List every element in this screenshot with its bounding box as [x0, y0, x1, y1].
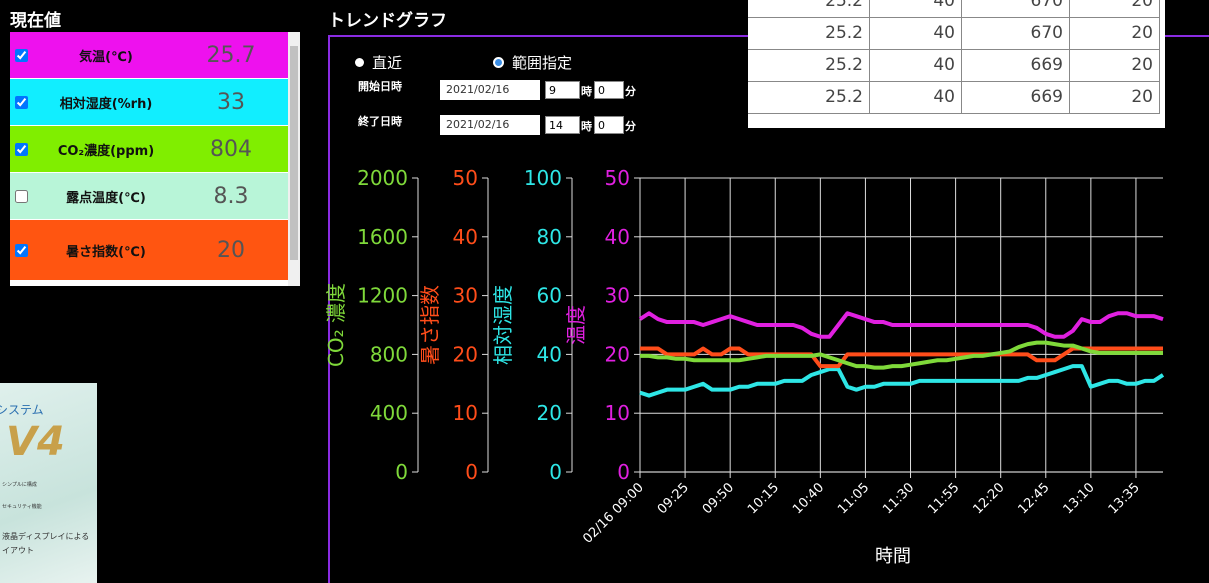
- y-tick-label: 80: [537, 225, 562, 249]
- y-tick-label: 0: [549, 460, 562, 484]
- y-tick-label: 0: [465, 460, 478, 484]
- x-tick-label: 09:50: [700, 480, 737, 517]
- date-input[interactable]: 2021/02/16: [440, 80, 540, 100]
- y-tick-label: 10: [605, 401, 630, 425]
- y-tick-label: 40: [605, 225, 630, 249]
- y-axis-label: 暑さ指数: [418, 285, 442, 365]
- y-tick-label: 40: [453, 225, 478, 249]
- field-label: 開始日時: [358, 78, 402, 94]
- y-tick-label: 20: [453, 342, 478, 366]
- hour-select[interactable]: 14: [545, 116, 580, 134]
- y-tick-label: 800: [370, 342, 408, 366]
- y-tick-label: 50: [453, 166, 478, 190]
- hour-unit: 時: [581, 118, 592, 134]
- radio-dot[interactable]: [493, 57, 504, 68]
- x-tick-label: 10:15: [745, 480, 782, 517]
- radio-dot[interactable]: [355, 58, 364, 67]
- y-tick-label: 30: [605, 284, 630, 308]
- y-tick-label: 1600: [357, 225, 408, 249]
- x-tick-label: 13:35: [1106, 480, 1143, 517]
- date-input[interactable]: 2021/02/16: [440, 115, 540, 135]
- x-tick-label: 11:30: [880, 480, 917, 517]
- field-label: 終了日時: [358, 113, 402, 129]
- radio-option[interactable]: 範囲指定: [493, 52, 572, 73]
- x-tick-label: 13:10: [1061, 480, 1098, 517]
- minute-unit: 分: [625, 118, 636, 134]
- y-tick-label: 30: [453, 284, 478, 308]
- y-tick-label: 1200: [357, 284, 408, 308]
- y-tick-label: 20: [605, 342, 630, 366]
- x-tick-label: 02/16 09:00: [580, 480, 647, 547]
- y-axis-label: CO₂ 濃度: [324, 283, 348, 367]
- y-tick-label: 2000: [357, 166, 408, 190]
- radio-option[interactable]: 直近: [355, 52, 402, 73]
- hour-unit: 時: [581, 83, 592, 99]
- radio-label: 直近: [372, 52, 402, 73]
- radio-label: 範囲指定: [512, 52, 572, 73]
- hour-select[interactable]: 9: [545, 81, 580, 99]
- y-tick-label: 10: [453, 401, 478, 425]
- x-tick-label: 11:55: [925, 480, 962, 517]
- y-tick-label: 20: [537, 401, 562, 425]
- y-tick-label: 50: [605, 166, 630, 190]
- y-tick-label: 0: [617, 460, 630, 484]
- y-tick-label: 60: [537, 284, 562, 308]
- x-tick-label: 10:40: [790, 480, 827, 517]
- y-tick-label: 40: [537, 342, 562, 366]
- page: 現在値 気温(℃)25.7相対湿度(%rh)33CO₂濃度(ppm)804露点温…: [0, 0, 1209, 583]
- minute-select[interactable]: 0: [594, 81, 624, 99]
- y-tick-label: 400: [370, 401, 408, 425]
- series-line: [640, 313, 1163, 337]
- y-axis-label: 相対湿度: [491, 285, 515, 365]
- x-tick-label: 12:45: [1016, 480, 1053, 517]
- x-tick-label: 12:20: [970, 480, 1007, 517]
- y-tick-label: 0: [395, 460, 408, 484]
- x-tick-label: 11:05: [835, 480, 872, 517]
- minute-select[interactable]: 0: [594, 116, 624, 134]
- minute-unit: 分: [625, 83, 636, 99]
- series-line: [640, 366, 1163, 395]
- y-axis-label: 温度: [564, 305, 588, 345]
- x-axis-label: 時間: [875, 546, 911, 567]
- x-tick-label: 09:25: [655, 480, 692, 517]
- y-tick-label: 100: [524, 166, 562, 190]
